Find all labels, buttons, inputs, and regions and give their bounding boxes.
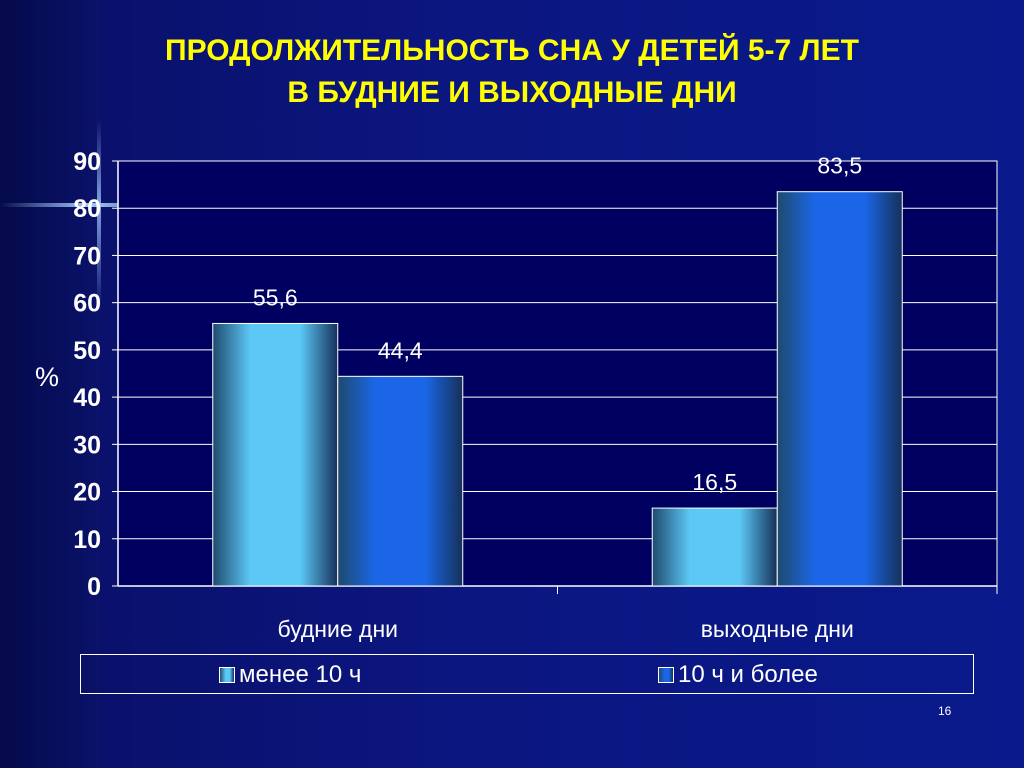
y-tick-label-60: 60 bbox=[73, 290, 101, 318]
data-label-1-1: 55,6 bbox=[253, 284, 298, 310]
chart-title: ПРОДОЛЖИТЕЛЬНОСТЬ СНА У ДЕТЕЙ 5-7 ЛЕТ В … bbox=[0, 30, 1024, 114]
bar-2-1 bbox=[337, 375, 464, 587]
bar-2-2 bbox=[776, 191, 903, 587]
y-tick-label-10: 10 bbox=[73, 526, 101, 554]
y-tick-label-0: 0 bbox=[87, 573, 101, 601]
y-tick-label-90: 90 bbox=[73, 148, 101, 176]
chart-title-line-1: ПРОДОЛЖИТЕЛЬНОСТЬ СНА У ДЕТЕЙ 5-7 ЛЕТ bbox=[165, 34, 859, 67]
y-tick-label-50: 50 bbox=[73, 337, 101, 365]
legend-label-series-1: менее 10 ч bbox=[239, 661, 362, 688]
light-flare-vertical bbox=[97, 120, 101, 310]
legend-swatch-series-2 bbox=[658, 667, 674, 683]
x-category-label-1: будние дни bbox=[277, 616, 398, 642]
y-tick-label-20: 20 bbox=[73, 479, 101, 507]
legend-swatch-series-1 bbox=[219, 667, 235, 683]
slide-left-band bbox=[0, 0, 100, 768]
data-label-2-1: 44,4 bbox=[378, 337, 423, 363]
y-tick-label-40: 40 bbox=[73, 384, 101, 412]
data-label-1-2: 16,5 bbox=[692, 469, 737, 495]
x-category-label-2: выходные дни bbox=[701, 616, 854, 642]
y-tick-label-70: 70 bbox=[73, 242, 101, 270]
bar-1-1 bbox=[212, 322, 339, 587]
bar-1-2 bbox=[651, 507, 778, 587]
legend-item-series-2: 10 ч и более bbox=[658, 655, 818, 695]
legend-item-series-1: менее 10 ч bbox=[219, 655, 361, 695]
chart-title-line-2: В БУДНИЕ И ВЫХОДНЫЕ ДНИ bbox=[287, 76, 737, 109]
y-tick-label-80: 80 bbox=[73, 195, 101, 223]
y-tick-label-30: 30 bbox=[73, 431, 101, 459]
y-axis-label: % bbox=[35, 362, 59, 392]
data-label-2-2: 83,5 bbox=[817, 153, 862, 179]
slide-number: 16 bbox=[938, 704, 952, 718]
legend-label-series-2: 10 ч и более bbox=[678, 661, 818, 688]
chart-legend: менее 10 ч 10 ч и более bbox=[80, 654, 974, 694]
